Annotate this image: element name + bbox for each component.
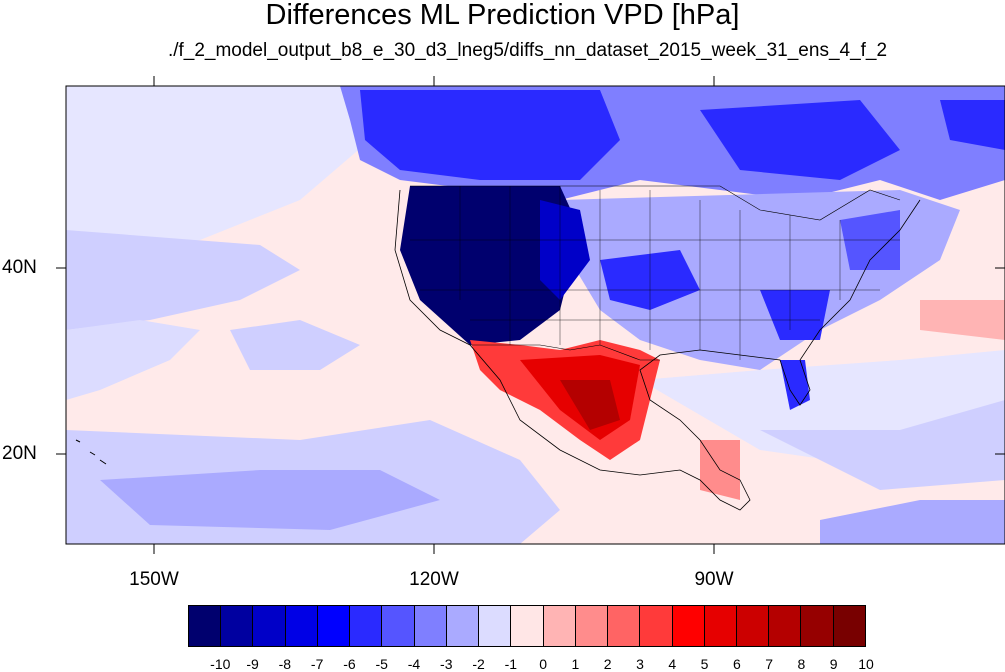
colorbar-swatch (672, 606, 705, 646)
map-title: Differences ML Prediction VPD [hPa] (265, 0, 740, 31)
state-borders (410, 186, 900, 360)
colorbar-swatch (382, 606, 415, 646)
colorbar-label: 5 (700, 656, 709, 672)
colorbar-swatch (189, 606, 222, 646)
colorbar-label: -10 (210, 656, 231, 672)
lon-label-150w: 150W (129, 569, 179, 590)
colorbar-label: -7 (310, 656, 324, 672)
field-blue-canada-east (700, 100, 900, 180)
colorbar-label: -9 (246, 656, 259, 672)
colorbar-swatch (769, 606, 802, 646)
colorbar-label: 2 (603, 656, 612, 672)
colorbar-label: -5 (375, 656, 388, 672)
lat-label-20n: 20N (2, 443, 37, 464)
coastline (394, 189, 921, 511)
colorbar-label: -8 (278, 656, 292, 672)
colorbar-label: -3 (440, 656, 453, 672)
colorbar-label: 6 (732, 656, 741, 672)
lat-label-40n: 40N (2, 257, 37, 278)
colorbar-label: -4 (407, 656, 421, 672)
field-darkblue-western-us (400, 186, 580, 345)
axis-ticks (56, 76, 1005, 554)
colorbar-label: 0 (539, 656, 548, 672)
field-blue-southeast (760, 290, 830, 340)
field-blue-rockies (540, 200, 590, 300)
lon-label-120w: 120W (409, 569, 459, 590)
field-blue-canada-west (360, 90, 620, 180)
colorbar-label: 10 (858, 656, 874, 672)
colorbar (188, 605, 866, 647)
colorbar-swatch (833, 606, 865, 646)
field-blue-pacific (66, 230, 300, 330)
colorbar-swatch (414, 606, 447, 646)
field-blue-south-2 (100, 470, 440, 530)
field-blue-caribbean-2 (820, 500, 1005, 544)
colorbar-label: -2 (472, 656, 485, 672)
map-subtitle: ./f_2_model_output_b8_e_30_d3_lneg5/diff… (167, 40, 888, 61)
colorbar-label: 3 (636, 656, 644, 672)
colorbar-swatch (511, 606, 544, 646)
field-blue-caribbean (760, 400, 1005, 490)
colorbar-swatch (350, 606, 383, 646)
colorbar-label: 1 (571, 656, 580, 672)
border-us-mexico (470, 344, 660, 361)
field-blue-florida (780, 360, 810, 410)
map-frame (65, 85, 1005, 545)
field-red-atlantic (920, 300, 1005, 340)
colorbar-swatch (317, 606, 351, 646)
colorbar-swatch (479, 606, 512, 646)
field-blue-pacific-2 (66, 320, 200, 400)
colorbar-swatch (640, 606, 673, 646)
lon-label-90w: 90W (694, 569, 734, 590)
colorbar-label: 8 (797, 656, 806, 672)
colorbar-label: 9 (829, 656, 838, 672)
colorbar-label: -6 (343, 656, 356, 672)
field-darkred-mexico (560, 380, 620, 430)
colorbar-swatch (801, 606, 834, 646)
colorbar-swatch (704, 606, 737, 646)
colorbar-swatch (285, 606, 318, 646)
colorbar-swatch (608, 606, 641, 646)
colorbar-label: 4 (668, 656, 677, 672)
colorbar-label: -1 (504, 656, 518, 672)
colorbar-swatch (575, 606, 609, 646)
colorbar-swatch (736, 606, 770, 646)
colorbar-swatch (253, 606, 286, 646)
field-blue-canada-ne (940, 100, 1005, 150)
colorbar-swatch (446, 606, 480, 646)
hawaii-islands (75, 439, 107, 465)
colorbar-label: 7 (765, 656, 774, 672)
field-light-blue-north (66, 86, 400, 250)
field-blue-pacific-3 (230, 320, 360, 370)
colorbar-swatch (221, 606, 254, 646)
colorbar-swatch (543, 606, 576, 646)
